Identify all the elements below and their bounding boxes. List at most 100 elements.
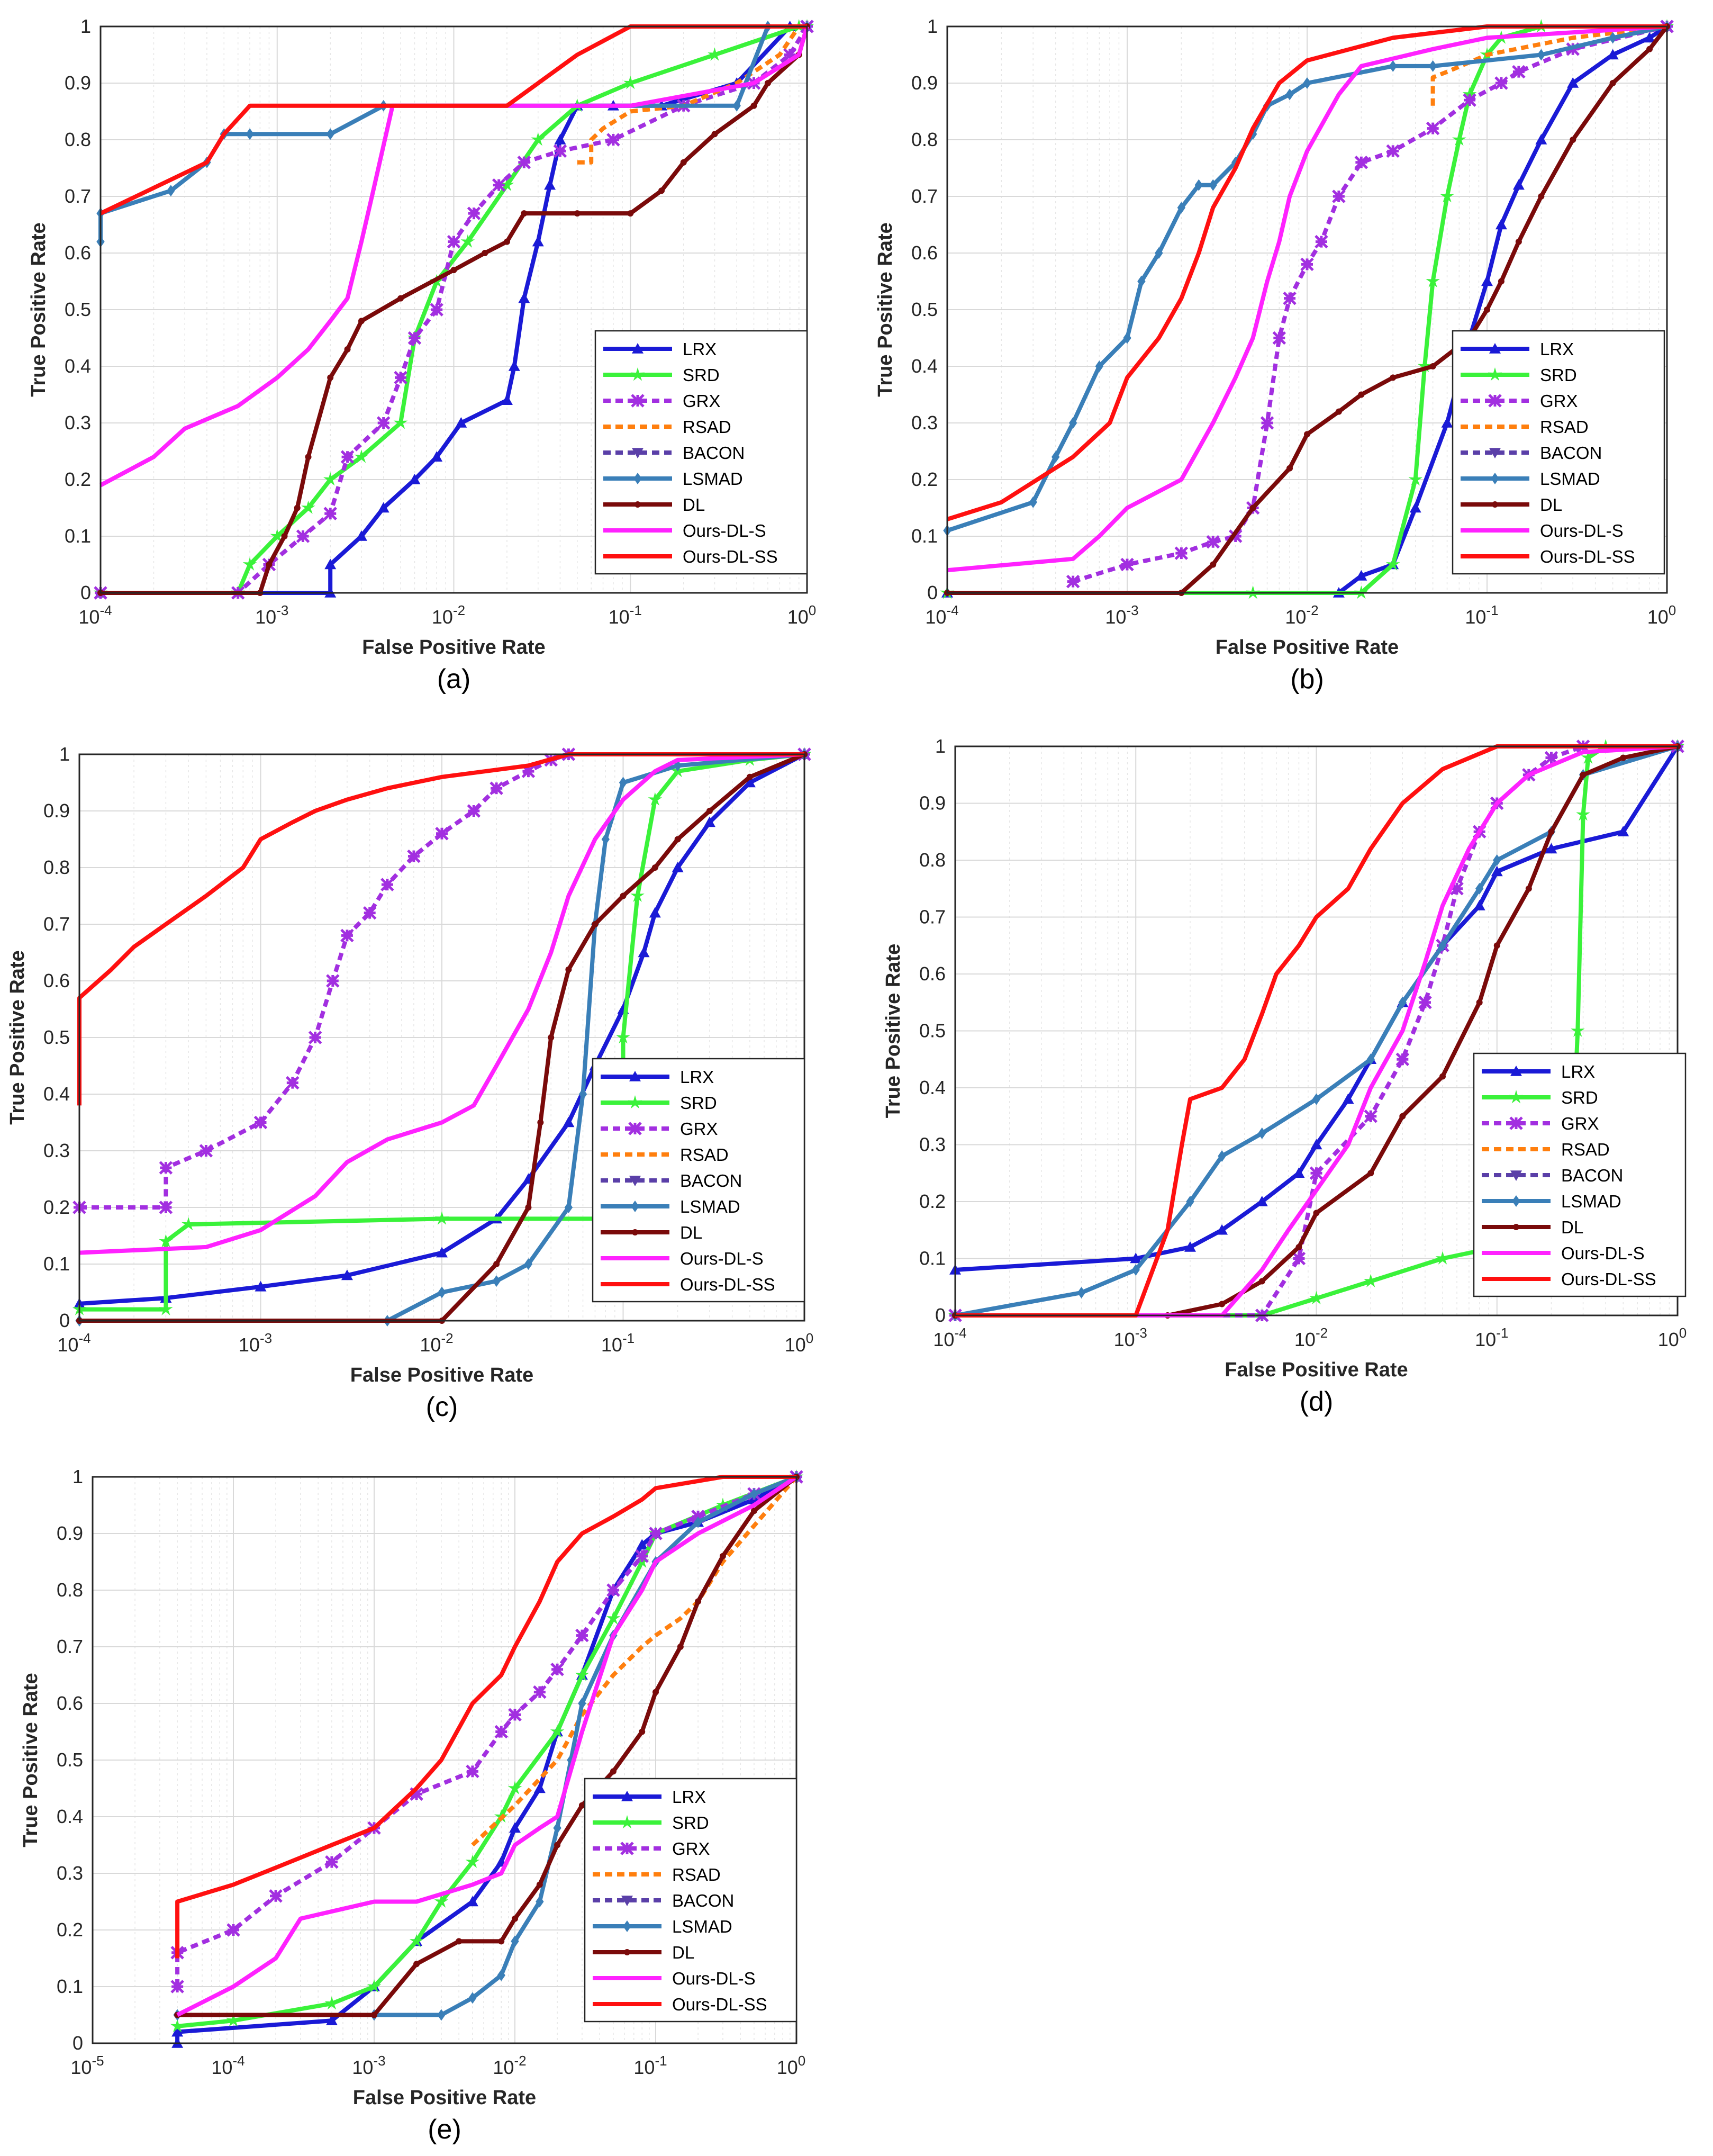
marker-cross xyxy=(575,1628,589,1643)
y-tick-label: 0.4 xyxy=(919,1077,946,1098)
marker-cross xyxy=(410,1787,423,1801)
marker-dot xyxy=(1249,504,1256,511)
marker-star xyxy=(1417,359,1432,373)
marker-star xyxy=(1509,1090,1524,1104)
marker-cross xyxy=(1206,535,1220,549)
marker-cross xyxy=(1386,144,1400,158)
marker-diamond xyxy=(1512,1195,1520,1207)
legend-label: SRD xyxy=(683,365,720,385)
marker-dot xyxy=(537,1119,544,1126)
marker-dot xyxy=(658,187,665,194)
marker-dot xyxy=(305,454,312,461)
marker-triangle xyxy=(649,907,661,918)
marker-diamond xyxy=(750,1488,758,1500)
x-tick-label: 100 xyxy=(777,2053,806,2078)
y-tick-label: 0.1 xyxy=(65,525,91,547)
marker-cross xyxy=(326,974,340,988)
y-tick-label: 0.6 xyxy=(911,242,938,264)
marker-cross xyxy=(508,1708,522,1722)
legend-label: Ours-DL-SS xyxy=(1540,547,1635,566)
marker-diamond xyxy=(511,1935,519,1947)
marker-diamond xyxy=(1312,1093,1321,1105)
marker-cross xyxy=(1509,1116,1523,1130)
legend-label: LSMAD xyxy=(683,469,743,489)
marker-diamond xyxy=(1137,275,1146,287)
x-tick-label: 100 xyxy=(1658,1325,1687,1350)
roc-panel: 0 0.1 0.2 0.3 0.4 0.5 0.6 0.7 0.8 0.9 1 10-5 10-4 10-… xyxy=(20,1466,805,2145)
roc-panel: 0 0.1 0.2 0.3 0.4 0.5 0.6 0.7 0.8 0.9 1 10-4 10-3 10-… xyxy=(6,743,813,1422)
marker-dot xyxy=(610,1768,617,1775)
marker-triangle xyxy=(744,777,756,788)
y-tick-label: 0.6 xyxy=(43,970,70,991)
marker-cross xyxy=(783,48,797,62)
x-tick-label: 10-3 xyxy=(1114,1325,1147,1350)
y-tick-label: 0.1 xyxy=(919,1248,946,1269)
marker-dot xyxy=(397,295,404,302)
marker-cross xyxy=(635,1549,649,1563)
y-tick-label: 0 xyxy=(80,582,91,603)
y-tick-label: 0.5 xyxy=(911,299,938,320)
marker-dot xyxy=(674,836,681,843)
marker-dot xyxy=(344,346,351,353)
marker-dot xyxy=(1399,1113,1406,1120)
marker-star xyxy=(531,132,546,146)
marker-cross xyxy=(362,906,377,920)
marker-cross xyxy=(1120,557,1134,572)
marker-diamond xyxy=(1029,496,1037,508)
legend-label: GRX xyxy=(1540,391,1578,411)
marker-star xyxy=(1452,132,1466,146)
marker-triangle xyxy=(324,558,337,570)
x-axis-title: False Positive Rate xyxy=(362,636,545,658)
marker-star xyxy=(354,449,369,463)
y-tick-label: 0.2 xyxy=(65,468,91,490)
marker-diamond xyxy=(564,1202,573,1213)
y-tick-label: 0.6 xyxy=(57,1692,83,1714)
marker-diamond xyxy=(1493,854,1501,866)
y-tick-label: 0.5 xyxy=(919,1020,946,1042)
marker-triangle xyxy=(1310,1139,1322,1150)
marker-cross xyxy=(323,507,337,520)
y-tick-label: 0 xyxy=(72,2032,83,2054)
y-tick-label: 0.4 xyxy=(65,355,91,377)
legend-label: GRX xyxy=(1561,1114,1599,1133)
marker-star xyxy=(616,1030,630,1044)
marker-dot xyxy=(1313,1210,1320,1216)
marker-cross xyxy=(1463,93,1476,107)
marker-dot xyxy=(1493,942,1500,949)
y-tick-label: 0.3 xyxy=(57,1862,83,1884)
legend-label: Ours-DL-S xyxy=(1561,1243,1645,1263)
panel-caption: (b) xyxy=(1290,664,1324,694)
legend-label: Ours-DL-SS xyxy=(1561,1269,1656,1289)
axes-frame xyxy=(954,745,1679,1316)
marker-dot xyxy=(1609,80,1616,86)
marker-diamond xyxy=(437,2009,446,2021)
marker-diamond xyxy=(694,1516,702,1528)
legend-label: SRD xyxy=(1561,1088,1598,1107)
marker-diamond xyxy=(1366,1053,1375,1066)
curve-dl xyxy=(79,752,805,1323)
marker-diamond xyxy=(1285,88,1294,101)
marker-star xyxy=(1571,1023,1585,1037)
marker-dot xyxy=(1439,1073,1446,1080)
y-tick-label: 0.5 xyxy=(65,299,91,320)
marker-diamond xyxy=(631,1201,639,1212)
marker-star xyxy=(606,1611,621,1625)
axes-frame xyxy=(946,25,1668,594)
legend-label: RSAD xyxy=(1540,417,1589,437)
marker-star xyxy=(1309,1291,1324,1305)
y-tick-label: 0 xyxy=(927,582,938,603)
marker-triangle xyxy=(508,360,520,371)
marker-diamond xyxy=(536,1896,544,1908)
x-tick-label: 10-1 xyxy=(1475,1325,1508,1350)
marker-triangle xyxy=(563,1116,575,1127)
y-tick-label: 0.9 xyxy=(919,792,946,814)
legend: LRX SRD GRX RSAD BACON LSMAD DL Ours-DL-S Ours-D… xyxy=(584,1778,797,2023)
marker-triangle xyxy=(1512,179,1525,190)
marker-dot xyxy=(565,966,572,973)
marker-cross xyxy=(521,764,536,778)
panel-caption: (d) xyxy=(1300,1386,1334,1417)
marker-star xyxy=(630,888,645,902)
legend-label: LRX xyxy=(672,1787,706,1807)
marker-triangle xyxy=(325,2015,338,2025)
